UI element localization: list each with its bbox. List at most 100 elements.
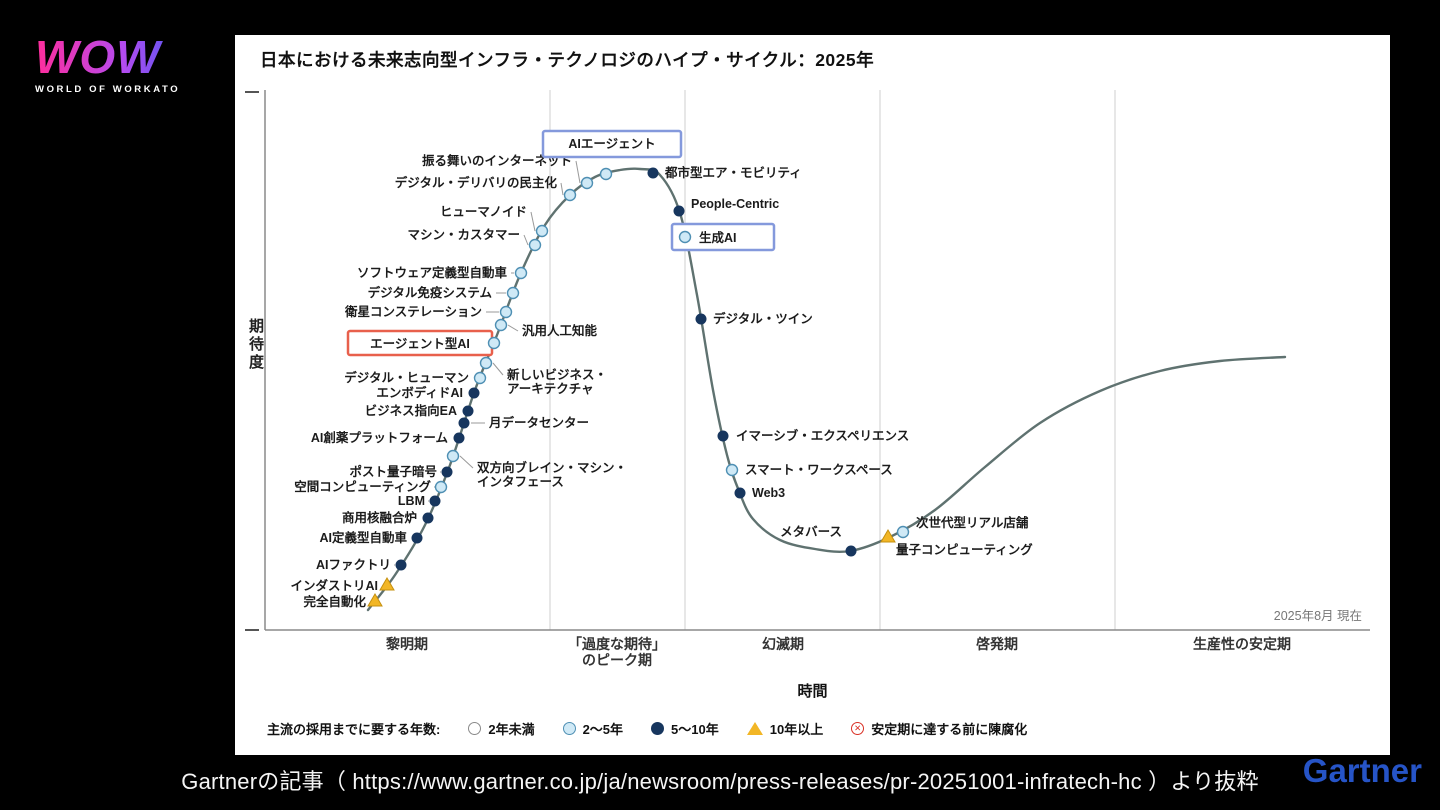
tech-label: 次世代型リアル店舗 — [916, 515, 1029, 530]
tech-point-light — [580, 176, 594, 190]
tech-label: 完全自動化 — [303, 594, 366, 609]
hype-cycle-svg: 黎明期 「過度な期待」のピーク期 幻滅期 啓発期 生産性の安定期 完全自動化インダストリA… — [245, 90, 1370, 668]
tech-point-navy — [429, 495, 441, 507]
phase-label: 生産性の安定期 — [1193, 636, 1291, 652]
chart-title: 日本における未来志向型インフラ・テクノロジのハイプ・サイクル：2025年 — [260, 50, 875, 70]
as-of-date: 2025年8月 現在 — [1273, 609, 1362, 623]
tech-label: LBM — [398, 494, 425, 508]
tech-point-triangle — [367, 593, 383, 607]
adoption-over-10yr-icon — [746, 722, 763, 735]
legend-item-label: 2年未満 — [488, 722, 535, 737]
adoption-under-2yr-icon — [468, 722, 482, 735]
legend-item-under-2yr: 2年未満 — [468, 719, 535, 738]
label-connector — [530, 211, 536, 232]
tech-label: デジタル・デリバリの民主化 — [395, 175, 558, 190]
tech-label: 空間コンピューティング — [294, 479, 431, 494]
tech-point-light — [678, 230, 692, 244]
legend-item-obsolete: 安定期に達する前に陳腐化 — [851, 719, 1027, 738]
tech-point-light — [479, 356, 493, 370]
tech-point-light — [599, 167, 613, 181]
tech-point-navy — [422, 512, 434, 524]
tech-point-navy — [468, 387, 480, 399]
source-caption: Gartnerの記事（ https://www.gartner.co.jp/ja… — [181, 769, 1259, 794]
tech-point-navy — [734, 487, 746, 499]
label-connector — [507, 324, 519, 332]
tech-label: 商用核融合炉 — [342, 510, 417, 525]
tech-point-light — [506, 286, 520, 300]
tech-label: ソフトウェア定義型自動車 — [357, 265, 508, 280]
tech-label: 汎用人工知能 — [522, 323, 598, 338]
tech-label: AIファクトリ — [316, 558, 391, 572]
tech-label: AI創薬プラットフォーム — [311, 430, 449, 445]
tech-label: Web3 — [752, 486, 785, 500]
tech-label: スマート・ワークスペース — [745, 463, 893, 477]
tech-label: メタバース — [780, 524, 842, 539]
phase-label: 黎明期 — [386, 636, 428, 652]
tech-point-light — [725, 463, 739, 477]
tech-label: マシン・カスタマー — [407, 227, 520, 242]
gartner-watermark: Gartner — [1302, 752, 1422, 789]
tech-label: インダストリAI — [290, 578, 378, 593]
highlight-box-blue — [670, 222, 776, 252]
legend-item-5-10yr: 5〜10年 — [651, 719, 719, 738]
adoption-5-10yr-icon — [651, 722, 665, 735]
label-connector — [575, 160, 581, 184]
tech-label: エンボディドAI — [376, 385, 463, 400]
tech-label: ヒューマノイド — [440, 205, 527, 219]
tech-label: デジタル免疫システム — [368, 285, 493, 300]
label-connector — [459, 455, 474, 469]
obsolete-before-plateau-icon — [851, 722, 865, 735]
tech-label: AIエージェント — [568, 137, 655, 151]
tech-point-navy — [453, 432, 465, 444]
tech-label: デジタル・ツイン — [713, 311, 813, 326]
wow-logo: WOW WORLD OF WORKATO — [35, 34, 195, 95]
legend: 主流の採用までに要する年数: 2年未満 2〜5年 5〜10年 10年以上 安定期… — [267, 719, 1027, 738]
phase-label: 幻滅期 — [762, 636, 804, 652]
tech-point-light — [563, 188, 577, 202]
tech-point-navy — [441, 466, 453, 478]
tech-point-navy — [845, 545, 857, 557]
tech-point-light — [499, 305, 513, 319]
tech-label: 振る舞いのインターネット — [422, 153, 572, 168]
wow-logo-subtitle: WORLD OF WORKATO — [35, 84, 181, 95]
tech-label: 生成AI — [699, 230, 737, 245]
legend-item-label: 5〜10年 — [671, 722, 719, 737]
phase-label: 啓発期 — [976, 636, 1018, 652]
tech-point-light — [473, 371, 487, 385]
phase-label: 「過度な期待」のピーク期 — [568, 636, 666, 668]
x-axis-label: 時間 — [797, 683, 828, 700]
y-axis-label: 期待度 — [247, 318, 264, 372]
tech-point-navy — [695, 313, 707, 325]
tech-point-navy — [647, 167, 659, 179]
tech-point-triangle — [379, 577, 395, 591]
tech-point-light — [535, 224, 549, 238]
tech-point-light — [896, 525, 910, 539]
highlight-box-blue — [541, 129, 683, 159]
label-connector — [523, 234, 529, 246]
tech-point-navy — [411, 532, 423, 544]
tech-label: エージェント型AI — [370, 336, 470, 351]
tech-point-light — [446, 449, 460, 463]
tech-label: 量子コンピューティング — [896, 542, 1033, 557]
tech-label: 双方向ブレイン・マシン・インタフェース — [476, 460, 627, 489]
tech-point-triangle — [880, 529, 896, 543]
legend-item-2-5yr: 2〜5年 — [562, 719, 623, 738]
tech-point-light — [434, 480, 448, 494]
legend-title: 主流の採用までに要する年数: — [267, 722, 441, 737]
tech-point-navy — [458, 417, 470, 429]
adoption-2-5yr-icon — [562, 722, 576, 735]
legend-item-over-10yr: 10年以上 — [746, 719, 824, 738]
label-connector — [492, 362, 504, 376]
label-connector — [560, 182, 564, 196]
tech-label: 月データセンター — [488, 415, 589, 430]
hype-cycle-panel: 日本における未来志向型インフラ・テクノロジのハイプ・サイクル：2025年 期待度… — [235, 35, 1390, 755]
tech-label: ビジネス指向EA — [365, 403, 457, 418]
tech-point-light — [494, 318, 508, 332]
legend-item-label: 10年以上 — [769, 722, 824, 737]
tech-label: 都市型エア・モビリティ — [664, 165, 802, 180]
tech-label: ポスト量子暗号 — [349, 464, 437, 479]
tech-label: 新しいビジネス・アーキテクチャ — [507, 367, 607, 396]
wow-logo-text: WOW — [35, 34, 195, 80]
tech-label: AI定義型自動車 — [319, 530, 407, 545]
tech-point-navy — [717, 430, 729, 442]
